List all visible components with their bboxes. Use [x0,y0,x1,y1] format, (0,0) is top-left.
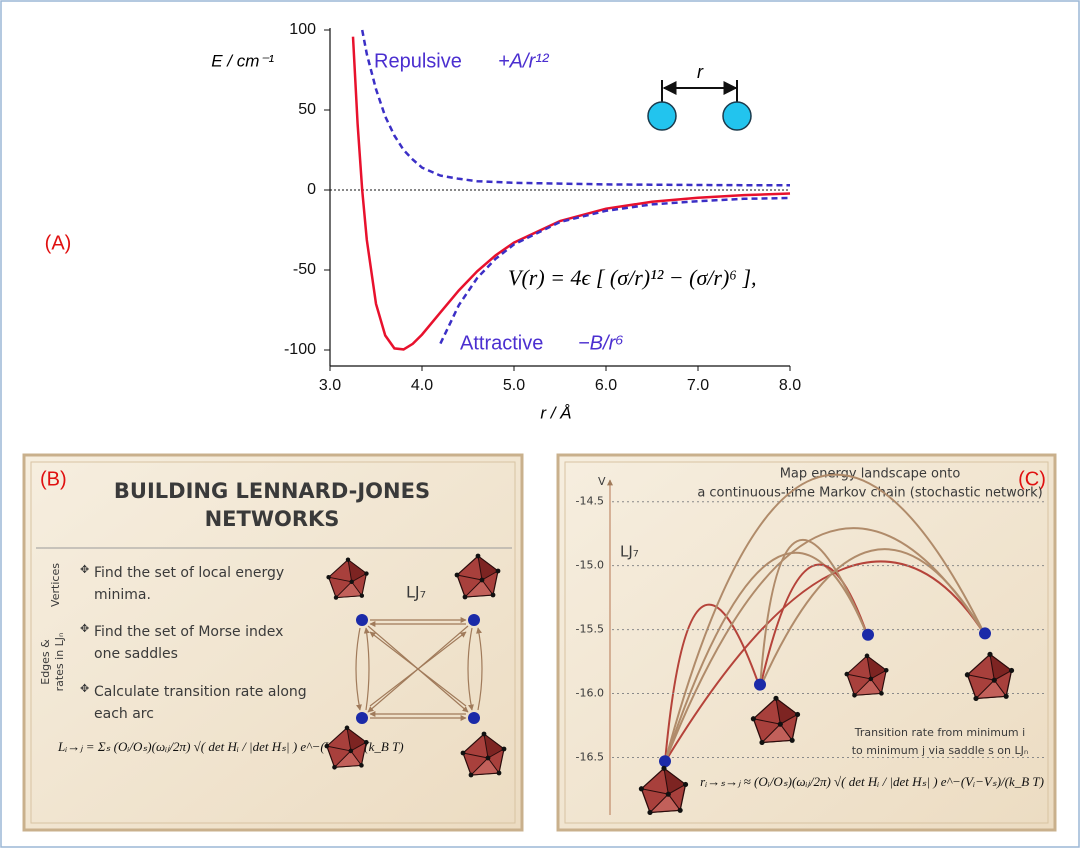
arc [664,527,986,763]
chart: 100 50 0 -50 -100 3.0 4.0 5.0 6.0 7.0 8.0 [284,21,801,394]
annotation: −B/r⁶ [578,332,624,354]
node [356,614,368,626]
side-label: rates in LJₙ [53,633,66,692]
bullet-text: minima. [94,587,151,603]
chart: -14.5 -15.0 -15.5 -16.0 -16.5 [576,495,1045,768]
bullet-marker: ✥ [80,622,89,635]
x-tick-label: 6.0 [595,377,617,394]
y-tick-label: -16.0 [576,687,604,700]
series-line [351,36,791,351]
series-line [439,196,791,345]
x-tick-label: 5.0 [503,377,525,394]
y-tick-label: -15.0 [576,559,604,572]
x-tick-label: 3.0 [319,377,341,394]
x-tick-label: 4.0 [411,377,433,394]
arc [759,538,869,689]
bullet-text: one saddles [94,646,178,662]
minimum-point [659,755,671,768]
bullet-text: each arc [94,706,154,722]
transition-arcs [664,473,986,763]
panel-label: (C) [1018,468,1046,490]
slide-frame [564,461,1049,824]
annotation: Repulsive [374,50,462,72]
y-tick-label: -14.5 [576,495,604,508]
annotation: Attractive [460,332,543,354]
note: to minimum j via saddle s on LJₙ [852,744,1029,757]
side-label: Edges & [39,639,52,685]
edge [476,627,483,711]
annotation: +A/r¹² [498,50,550,72]
node [356,712,368,724]
slide-frame [30,461,516,824]
cluster-label: LJ₇ [406,583,426,602]
x-axis-label: r / Å [540,403,571,422]
bullet-text: Calculate transition rate along [94,684,307,700]
y-axis-label: V [598,475,606,488]
panel-a: 100 50 0 -50 -100 3.0 4.0 5.0 6.0 7.0 8.0 (A) E / c… [45,21,802,422]
network-edges [355,617,483,721]
arc [664,473,986,763]
chart-title: Map energy landscape onto [780,467,961,482]
panel-label: (B) [40,468,67,490]
x-tick-label: 7.0 [687,377,709,394]
edge [467,627,474,711]
edge [363,627,370,711]
minimum-point [754,678,766,691]
node [468,614,480,626]
formula: rᵢ→ₛ→ⱼ ≈ (Oᵢ/Oₛ)(ωᵢⱼ/2π) √( det Hᵢ / |de… [700,774,1044,789]
y-axis-label: E / cm⁻¹ [211,51,274,70]
y-tick-label: -50 [293,261,316,278]
arc [664,560,986,763]
slide-title: NETWORKS [205,507,340,531]
atom [722,101,752,131]
edge [369,631,467,707]
cluster-label: LJ₇ [620,543,639,561]
slide-background [556,453,1057,832]
network-nodes [356,614,480,724]
series-line [360,29,790,187]
annotation: r [697,62,704,82]
y-tick-label: -16.5 [576,750,604,763]
edge [355,627,362,711]
panel-label: (A) [45,232,72,254]
y-tick-label: -100 [284,341,316,358]
panel-c: (C) Map energy landscape onto a continuo… [556,453,1057,832]
bullet-text: Find the set of local energy [94,565,284,581]
panel-b: (B) BUILDING LENNARD-JONES NETWORKS Vert… [22,453,524,832]
minimum-point [979,627,991,640]
y-tick-label: 50 [298,101,316,118]
formula: Lᵢ→ⱼ = Σₛ (Oᵢ/Oₛ)(ωᵢⱼ/2π) √( det Hᵢ / |d… [57,739,404,754]
bullet-marker: ✥ [80,682,89,695]
equation: V(r) = 4ϵ [ (σ/r)¹² − (σ/r)⁶ ], [508,265,757,290]
y-tick-label: 100 [289,21,316,38]
y-tick-label: 0 [307,181,316,198]
side-label: Vertices [49,563,62,607]
y-tick-label: -15.5 [576,623,604,636]
atom [647,101,677,131]
slide-title: BUILDING LENNARD-JONES [114,479,430,503]
arc [664,603,761,763]
x-tick-label: 8.0 [779,377,801,394]
arc [664,552,869,763]
bullet-marker: ✥ [80,563,89,576]
note: Transition rate from minimum i [854,726,1025,739]
slide-background [22,453,524,832]
minimum-point [862,628,874,641]
chart-title: a continuous-time Markov chain (stochast… [697,486,1042,501]
bullet-text: Find the set of Morse index [94,624,283,640]
node [468,712,480,724]
